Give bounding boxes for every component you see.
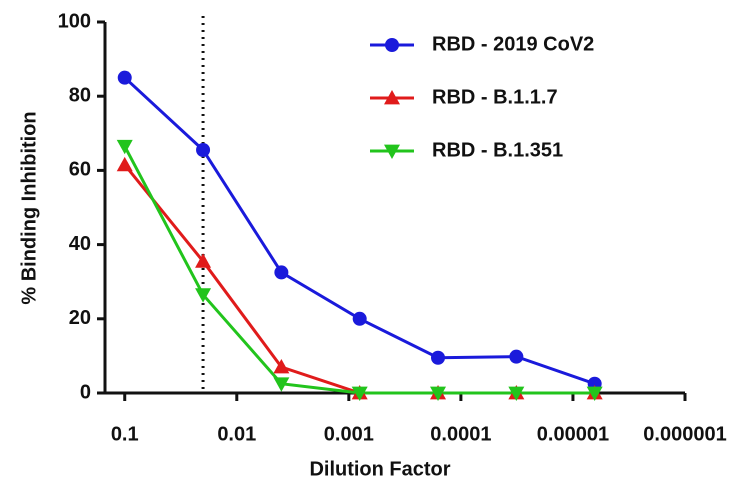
y-tick-label: 40 [69,233,91,255]
marker [385,38,399,52]
y-tick-label: 100 [58,10,91,32]
marker [431,350,446,365]
x-tick-label: 0.1 [111,423,139,445]
marker [195,288,212,303]
marker [508,386,525,401]
y-axis-label: % Binding Inhibition [18,111,40,304]
marker [351,386,368,401]
marker [196,142,211,157]
x-tick-label: 0.001 [324,423,374,445]
marker [384,90,400,105]
marker [116,139,133,155]
marker [430,386,447,401]
x-tick-label: 0.01 [217,423,256,445]
x-tick-label: 0.0001 [430,423,491,445]
series-line [123,76,596,386]
y-tick-label: 0 [80,381,91,403]
x-tick-label: 0.00001 [537,423,609,445]
legend-label: RBD - B.1.1.7 [432,86,558,108]
series-line [123,145,595,395]
marker [117,70,132,85]
marker [195,253,212,268]
marker [274,265,289,280]
marker [116,156,133,172]
marker [586,386,603,401]
marker [273,359,290,374]
x-tick-label: 0.000001 [643,423,726,445]
marker [509,349,524,364]
legend-label: RBD - 2019 CoV2 [432,33,594,55]
y-tick-label: 60 [69,159,91,181]
y-tick-label: 20 [69,307,91,329]
legend-label: RBD - B.1.351 [432,139,563,161]
y-tick-label: 80 [69,84,91,106]
marker [273,377,290,392]
x-axis-label: Dilution Factor [309,458,450,480]
marker [384,144,400,159]
marker [352,311,367,326]
